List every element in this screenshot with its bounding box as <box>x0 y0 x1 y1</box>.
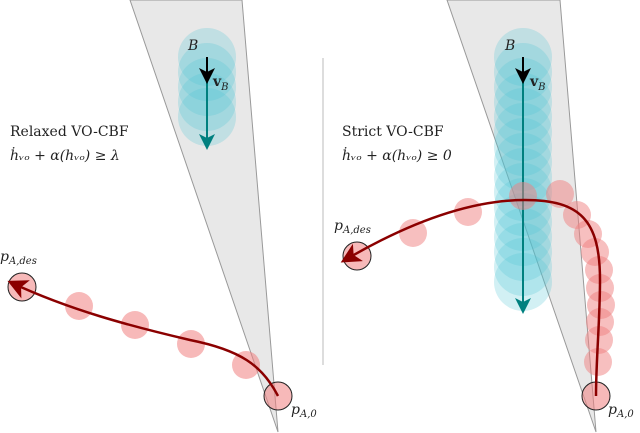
method-title: Relaxed VO-CBF <box>10 124 129 140</box>
agent-trajectory <box>7 280 280 397</box>
goal-label: pA,des <box>334 218 371 236</box>
agent-position <box>509 182 537 210</box>
velocity-label: vB <box>529 74 546 93</box>
start-label: pA,0 <box>291 402 317 420</box>
goal-label: pA,des <box>0 249 37 267</box>
method-title: Strict VO-CBF <box>342 124 444 140</box>
agent-goal <box>342 241 372 271</box>
agent-position <box>546 180 574 208</box>
left-panel: B vB Relaxed VO-CBF ḣᵥₒ + α(hᵥₒ) ≥ λ pA,… <box>0 0 317 433</box>
obstacle-label: B <box>187 38 198 54</box>
velocity-obstacle-cone <box>129 0 279 433</box>
agent-trajectory-samples <box>65 292 260 379</box>
obstacle-label: B <box>504 38 515 54</box>
start-label: pA,0 <box>608 402 634 420</box>
agent-position <box>454 198 482 226</box>
velocity-label: vB <box>212 74 229 93</box>
agent-trajectory <box>340 198 602 397</box>
agent-position <box>399 219 427 247</box>
cbf-condition: ḣᵥₒ + α(hᵥₒ) ≥ λ <box>10 146 120 164</box>
right-panel: B vB Strict VO-CBF ḣᵥₒ + α(hᵥₒ) ≥ 0 pA,d… <box>334 0 634 433</box>
cbf-condition: ḣᵥₒ + α(hᵥₒ) ≥ 0 <box>342 146 452 164</box>
